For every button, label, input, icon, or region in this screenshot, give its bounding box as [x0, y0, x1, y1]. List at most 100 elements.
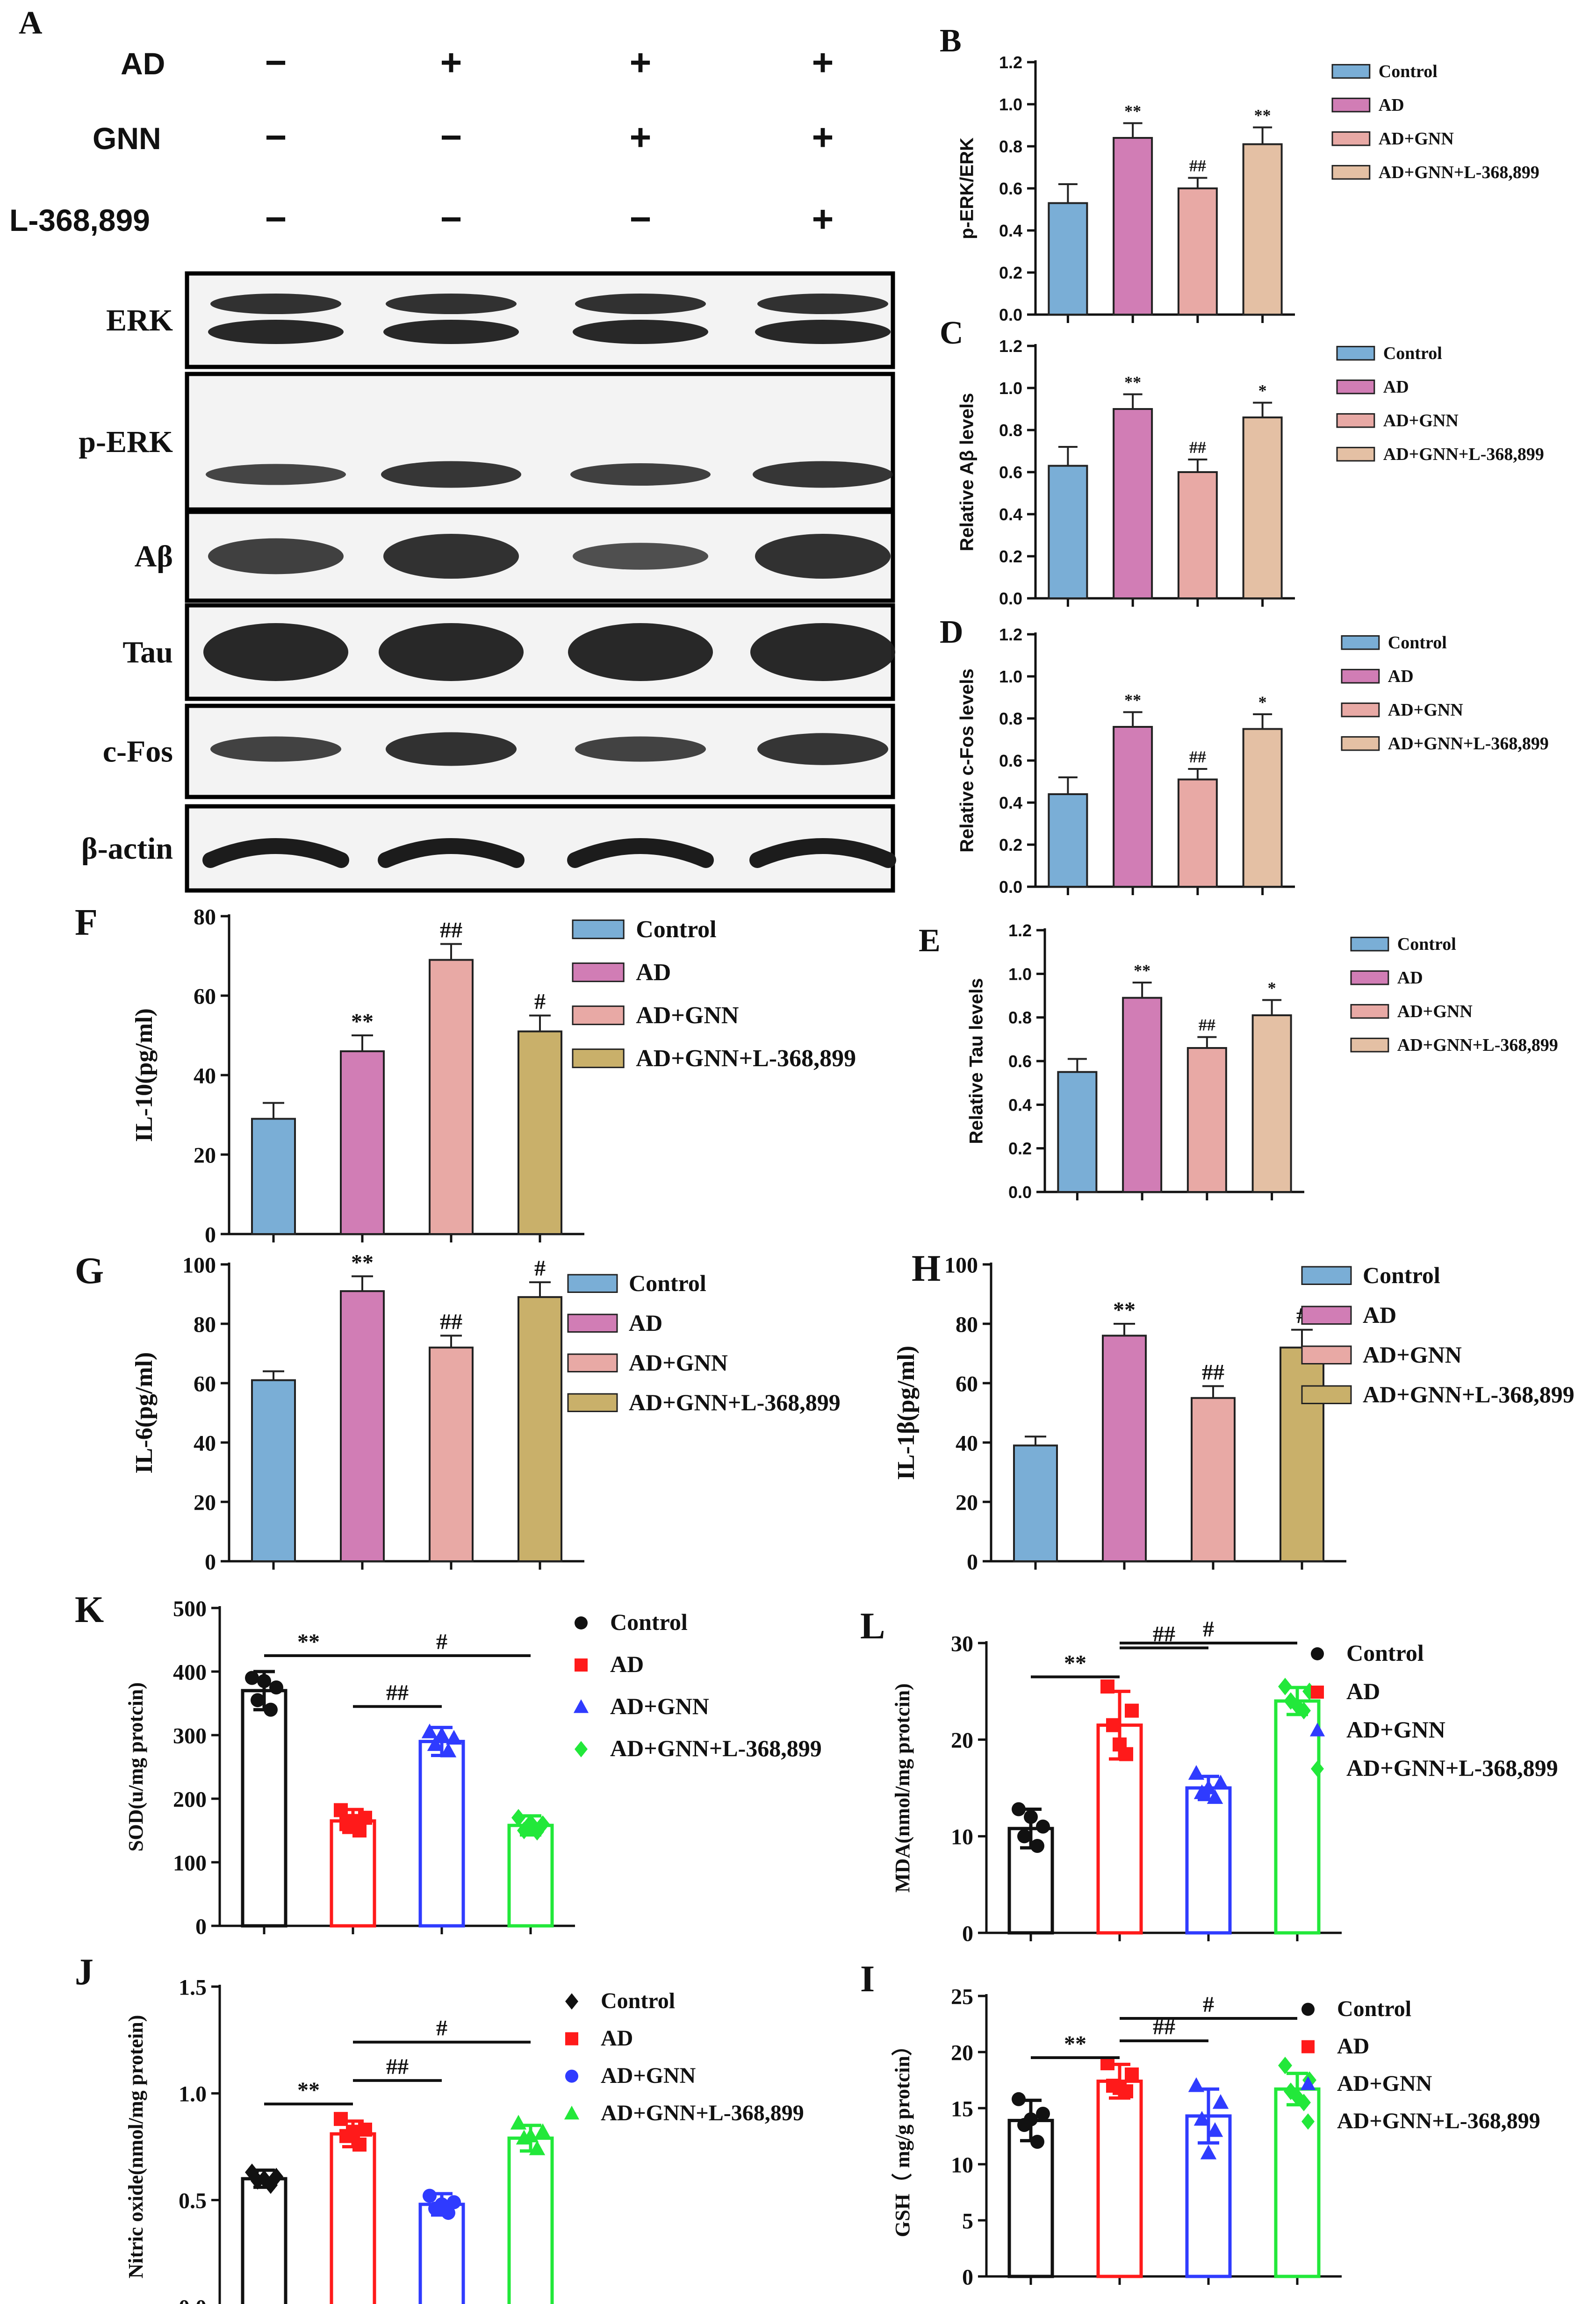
- treatment-row-label: GNN: [93, 121, 161, 156]
- treatment-mark: −: [265, 116, 287, 158]
- legend-label: AD+GNN: [1363, 1342, 1462, 1368]
- comparison-label: **: [1064, 1651, 1086, 1675]
- data-point: [346, 1814, 360, 1828]
- blot-band: [753, 461, 893, 488]
- data-point: [346, 2125, 360, 2139]
- y-tick-label: 0: [205, 1550, 216, 1574]
- blot-band: [386, 294, 517, 314]
- data-point: [245, 1671, 259, 1685]
- comparison-label: **: [1064, 2031, 1086, 2056]
- data-point: [524, 1814, 538, 1832]
- bar: [1242, 728, 1283, 888]
- y-tick-label: 0.8: [999, 421, 1022, 440]
- y-tick-label: 20: [956, 1490, 978, 1515]
- legend-marker: [1309, 1723, 1325, 1737]
- data-point: [1290, 1697, 1304, 1715]
- data-point: [264, 1702, 278, 1717]
- data-point: [358, 1810, 372, 1825]
- bar: [1280, 1346, 1324, 1563]
- significance-label: ##: [1202, 1360, 1224, 1385]
- bar: [241, 2177, 288, 2304]
- legend-marker: [575, 1741, 588, 1758]
- blot-band: [750, 623, 895, 681]
- y-tick-label: 0.8: [1008, 1008, 1032, 1027]
- y-tick-label: 0.5: [179, 2189, 207, 2213]
- legend-label: Control: [629, 1270, 706, 1296]
- legend-marker: [565, 1993, 578, 2010]
- significance-label: **: [1124, 102, 1141, 121]
- significance-label: **: [1113, 1298, 1136, 1322]
- data-point: [534, 2123, 551, 2139]
- bar: [1185, 1786, 1232, 1935]
- data-point: [1030, 1839, 1044, 1853]
- bar: [418, 1740, 465, 1928]
- panel-letter-g: G: [75, 1250, 104, 1292]
- y-tick-label: 0.4: [999, 793, 1022, 812]
- blot-band: [755, 534, 891, 579]
- data-point: [1188, 2077, 1205, 2092]
- blot-band: [575, 736, 706, 762]
- legend-marker: [564, 2105, 580, 2120]
- comparison-label: **: [297, 2078, 320, 2103]
- legend-swatch: [1336, 413, 1375, 428]
- legend-marker: [573, 1699, 589, 1713]
- treatment-mark: −: [265, 198, 287, 240]
- y-tick-label: 0.6: [1008, 1052, 1032, 1071]
- significance-label: **: [1134, 961, 1150, 980]
- bar: [418, 2203, 465, 2304]
- blot-band: [208, 320, 344, 344]
- data-point: [1278, 2057, 1292, 2074]
- data-point: [1212, 2094, 1229, 2109]
- data-point: [1017, 1829, 1031, 1844]
- comparison-label: #: [436, 1629, 447, 1654]
- blot-band: [573, 320, 708, 344]
- bar: [1096, 2079, 1143, 2278]
- data-point: [334, 2112, 348, 2126]
- legend-label: AD+GNN: [629, 1349, 728, 1376]
- treatment-row-label: L-368,899: [9, 203, 150, 237]
- bar: [241, 1689, 288, 1928]
- y-tick-label: 0: [967, 1550, 978, 1574]
- data-point: [1278, 1678, 1292, 1695]
- legend-label: AD+GNN: [1388, 700, 1463, 720]
- legend-marker: [1301, 2003, 1315, 2016]
- blot-label: Aβ: [135, 539, 173, 574]
- panel-letter-c: C: [940, 315, 963, 351]
- y-tick-label: 500: [173, 1596, 207, 1621]
- treatment-mark: +: [630, 116, 652, 158]
- legend-label: AD: [629, 1310, 662, 1336]
- significance-label: #: [534, 1256, 546, 1281]
- treatment-mark: +: [812, 42, 834, 83]
- significance-label: **: [351, 1009, 374, 1034]
- data-point: [1200, 2145, 1217, 2160]
- bar: [1048, 202, 1088, 316]
- y-tick-label: 0: [962, 1921, 973, 1946]
- data-point: [358, 2122, 372, 2137]
- legend-marker: [1300, 2076, 1316, 2090]
- blot-band: [379, 623, 524, 681]
- legend-label: AD+GNN: [610, 1693, 709, 1719]
- blot-band: [381, 461, 521, 488]
- y-tick-label: 1.2: [999, 625, 1022, 644]
- treatment-mark: +: [812, 116, 834, 158]
- data-point: [522, 2127, 539, 2143]
- legend-label: AD+GNN: [1379, 129, 1454, 149]
- treatment-mark: +: [812, 198, 834, 240]
- y-tick-label: 1.0: [999, 667, 1022, 686]
- legend-label: Control: [1397, 934, 1456, 954]
- blot-label: β-actin: [81, 832, 173, 866]
- panel-letter-k: K: [75, 1589, 104, 1630]
- y-tick-label: 20: [951, 1728, 973, 1753]
- comparison-label: **: [297, 1629, 320, 1654]
- y-tick-label: 0.2: [999, 547, 1022, 566]
- panel-letter-a: A: [19, 5, 43, 41]
- legend-swatch: [1336, 345, 1375, 361]
- data-point: [1200, 1780, 1217, 1794]
- blot-frame: [185, 372, 895, 512]
- legend-marker: [1301, 2113, 1315, 2130]
- legend-label: Control: [1337, 1996, 1411, 2021]
- data-point: [510, 2115, 527, 2130]
- legend-label: AD+GNN+L-368,899: [1388, 734, 1549, 754]
- blot-label: ERK: [106, 303, 173, 337]
